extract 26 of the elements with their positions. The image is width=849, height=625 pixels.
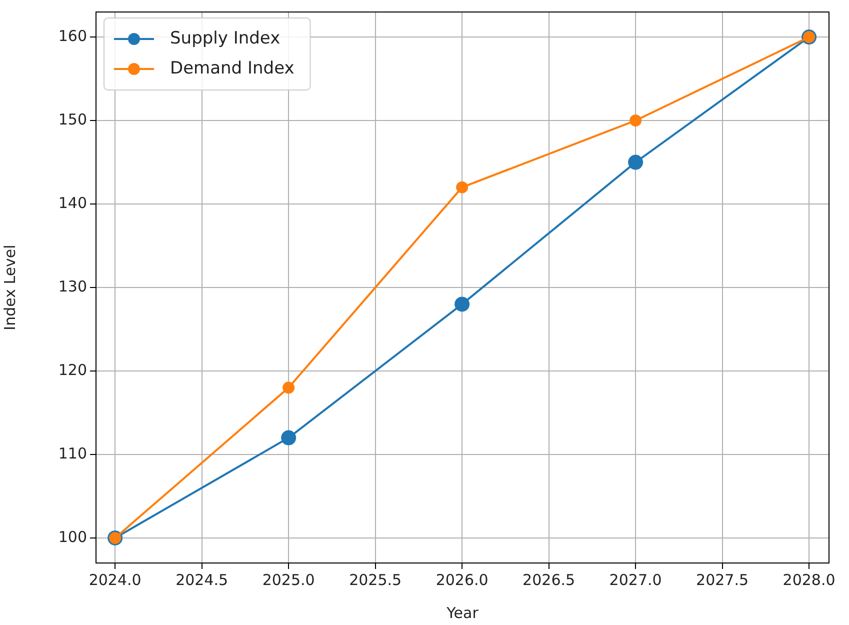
y-tick-label: 120 (58, 360, 87, 379)
y-tick-label: 150 (58, 110, 87, 128)
point (282, 382, 295, 394)
y-tick-label: 160 (58, 26, 87, 45)
y-tick-label: 100 (58, 528, 87, 546)
x-tick-label: 2025.0 (262, 570, 315, 589)
x-tick-label: 2024.5 (176, 570, 228, 589)
point (628, 154, 644, 170)
legend-label: Demand Index (170, 58, 294, 78)
x-tick-label: 2025.5 (349, 570, 402, 589)
x-tick-label: 2024.0 (88, 570, 142, 589)
x-tick-label: 2027.5 (696, 570, 749, 589)
point (456, 181, 468, 194)
y-tick-label: 130 (58, 277, 87, 296)
x-tick-label: 2028.0 (782, 570, 836, 589)
y-tick-label: 110 (58, 444, 87, 462)
x-tick-label: 2027.0 (609, 570, 662, 589)
point (454, 296, 470, 312)
point (281, 430, 296, 446)
x-tick-label: 2026.0 (436, 570, 488, 589)
y-axis-title: Index Level (0, 244, 19, 330)
point (630, 114, 642, 127)
x-axis-title: Year (446, 604, 480, 622)
y-tick-label: 140 (58, 194, 87, 212)
x-tick-label: 2026.5 (522, 570, 576, 589)
legend-label: Supply Index (170, 28, 280, 48)
